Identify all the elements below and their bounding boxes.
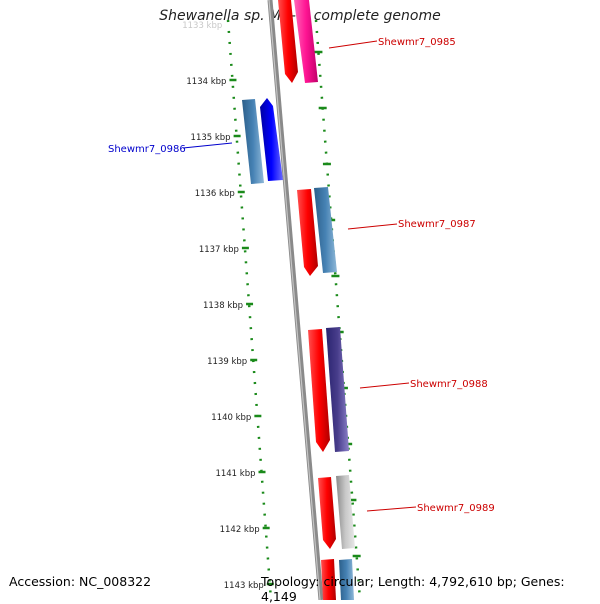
accession-text: Accession: NC_008322 (9, 574, 152, 589)
gene-0987-forward-arrow[interactable] (297, 189, 318, 276)
gene-0986-steelblue-arrow[interactable] (242, 99, 264, 184)
kbp-label: 1140 kbp (211, 413, 251, 423)
kbp-label: 1137 kbp (199, 245, 239, 255)
kbp-label: 1133 kbp (182, 21, 222, 31)
gene-shewmr7-0987[interactable] (297, 187, 337, 276)
gene-shewmr7-0986[interactable] (242, 98, 283, 184)
leader-line-0986 (182, 142, 233, 149)
gene-label-0987[interactable]: Shewmr7_0987 (398, 219, 476, 230)
kbp-label: 1142 kbp (220, 525, 260, 535)
gene-0988-forward-arrow[interactable] (308, 329, 330, 452)
kbp-label: 1134 kbp (186, 77, 226, 87)
kbp-label: 1138 kbp (203, 301, 243, 311)
gene-label-0986[interactable]: Shewmr7_0986 (108, 144, 186, 155)
gene-0987-steelblue-arrow[interactable] (314, 187, 337, 273)
leader-line-0988 (359, 382, 410, 389)
gene-0989-grey-arrow[interactable] (336, 475, 355, 549)
gene-label-0988[interactable]: Shewmr7_0988 (410, 379, 488, 390)
kbp-label: 1141 kbp (215, 469, 255, 479)
gene-0989-forward-arrow[interactable] (318, 477, 336, 549)
gene-shewmr7-0989[interactable] (318, 475, 355, 549)
kbp-label: 1136 kbp (195, 189, 235, 199)
leader-line-0987 (347, 223, 398, 230)
gene-bottom-steelblue-arrow[interactable] (339, 559, 354, 600)
gene-label-0985[interactable]: Shewmr7_0985 (378, 37, 456, 48)
genome-backbone-highlight (268, 0, 321, 600)
gene-0985-pink-arrow[interactable] (294, 0, 318, 83)
gene-0985-forward-arrow[interactable] (278, 0, 298, 83)
gene-0988-purple-arrow[interactable] (326, 327, 349, 452)
ruler-labels: 1133 kbp 1134 kbp 1135 kbp 1136 kbp 1137 kbp… (182, 21, 264, 591)
genome-backbone (267, 0, 324, 600)
kbp-label: 1143 kbp (224, 581, 264, 591)
leader-line-0989 (366, 506, 417, 512)
kbp-ruler (226, 19, 362, 600)
gene-label-0989[interactable]: Shewmr7_0989 (417, 503, 495, 514)
ruler-outer-line (314, 19, 362, 600)
gene-bottom-forward-arrow[interactable] (321, 559, 336, 600)
kbp-label: 1135 kbp (191, 133, 231, 143)
gene-partial-bottom[interactable] (321, 559, 354, 600)
ruler-inner-line (226, 19, 273, 600)
gene-shewmr7-0985[interactable] (278, 0, 318, 83)
kbp-label: 1139 kbp (207, 357, 247, 367)
leader-line-0985 (328, 40, 378, 49)
gene-0986-reverse-arrow[interactable] (260, 98, 283, 181)
gene-shewmr7-0988[interactable] (308, 327, 349, 452)
